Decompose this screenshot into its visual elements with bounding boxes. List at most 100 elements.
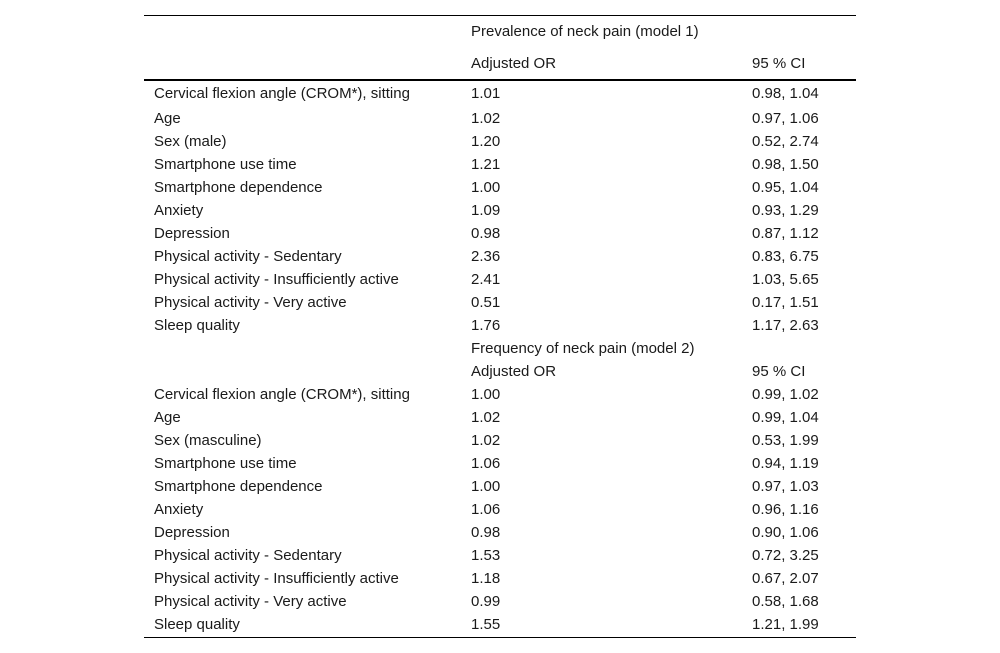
- column-header-adjusted-or: Adjusted OR: [461, 48, 742, 81]
- table-row: Sleep quality 1.76 1.17, 2.63: [144, 314, 856, 337]
- ci-value: 0.72, 3.25: [752, 547, 819, 564]
- variable-label: Sleep quality: [144, 613, 461, 638]
- ci-value: 0.87, 1.12: [752, 225, 819, 242]
- table-row: Age 1.02 0.99, 1.04: [144, 406, 856, 429]
- variable-label: Physical activity - Very active: [154, 294, 347, 311]
- ci-value: 0.83, 6.75: [752, 248, 819, 265]
- adjusted-or-value: 1.09: [471, 202, 501, 219]
- table-row: Physical activity - Very active 0.99 0.5…: [144, 590, 856, 613]
- variable-label: Anxiety: [154, 501, 204, 518]
- table-row: Physical activity - Insufficiently activ…: [144, 567, 856, 590]
- variable-label: Physical activity - Sedentary: [154, 547, 342, 564]
- variable-label: Smartphone dependence: [154, 179, 323, 196]
- table-row: Physical activity - Very active 0.51 0.1…: [144, 291, 856, 314]
- adjusted-or-value: 2.36: [471, 248, 501, 265]
- table-row: Smartphone dependence 1.00 0.95, 1.04: [144, 176, 856, 199]
- variable-label: Physical activity - Sedentary: [154, 248, 342, 265]
- ci-value: 0.58, 1.68: [752, 593, 819, 610]
- table-row: Smartphone use time 1.21 0.98, 1.50: [144, 153, 856, 176]
- ci-value: 0.99, 1.04: [752, 409, 819, 426]
- adjusted-or-value: 1.00: [471, 179, 501, 196]
- empty-cell: [144, 337, 461, 360]
- adjusted-or-value: 1.06: [471, 455, 501, 472]
- table-body: Prevalence of neck pain (model 1) Adjust…: [144, 15, 856, 638]
- variable-label: Physical activity - Insufficiently activ…: [154, 271, 399, 288]
- ci-value: 0.96, 1.16: [752, 501, 819, 518]
- table-row: Sex (masculine) 1.02 0.53, 1.99: [144, 429, 856, 452]
- regression-table: Prevalence of neck pain (model 1) Adjust…: [144, 15, 856, 638]
- variable-label: Age: [154, 110, 181, 127]
- variable-label: Depression: [154, 225, 230, 242]
- variable-label: Cervical flexion angle (CROM*), sitting: [154, 386, 410, 403]
- adjusted-or-value: 1.00: [471, 386, 501, 403]
- ci-value: 0.97, 1.03: [752, 478, 819, 495]
- column-header-adjusted-or: Adjusted OR: [471, 363, 557, 380]
- table-row: Physical activity - Sedentary 2.36 0.83,…: [144, 245, 856, 268]
- adjusted-or-value: 0.99: [471, 593, 501, 610]
- ci-value: 0.94, 1.19: [752, 455, 819, 472]
- ci-value: 0.17, 1.51: [752, 294, 819, 311]
- ci-value: 0.97, 1.06: [752, 110, 819, 127]
- ci-value: 0.93, 1.29: [752, 202, 819, 219]
- variable-label: Physical activity - Insufficiently activ…: [154, 570, 399, 587]
- adjusted-or-value: 1.02: [471, 110, 501, 127]
- adjusted-or-value: 1.20: [471, 133, 501, 150]
- ci-value: 0.95, 1.04: [752, 179, 819, 196]
- adjusted-or-value: 1.02: [471, 432, 501, 449]
- variable-label: Anxiety: [154, 202, 204, 219]
- table-row: Depression 0.98 0.90, 1.06: [144, 521, 856, 544]
- ci-value: 0.99, 1.02: [752, 386, 819, 403]
- regression-table-container: Prevalence of neck pain (model 1) Adjust…: [144, 15, 856, 638]
- adjusted-or-value: 1.02: [471, 409, 501, 426]
- ci-value: 1.21, 1.99: [742, 613, 856, 638]
- column-header-ci: 95 % CI: [742, 48, 856, 81]
- adjusted-or-value: 0.98: [471, 225, 501, 242]
- variable-label: Smartphone use time: [154, 156, 297, 173]
- ci-value: 1.17, 2.63: [752, 317, 819, 334]
- ci-value: 0.52, 2.74: [752, 133, 819, 150]
- adjusted-or-value: 2.41: [471, 271, 501, 288]
- adjusted-or-value: 1.06: [471, 501, 501, 518]
- table-row: Smartphone use time 1.06 0.94, 1.19: [144, 452, 856, 475]
- column-header-ci: 95 % CI: [752, 363, 806, 380]
- ci-value: 1.03, 5.65: [752, 271, 819, 288]
- ci-value: 0.67, 2.07: [752, 570, 819, 587]
- variable-label: Physical activity - Very active: [154, 593, 347, 610]
- variable-label: Depression: [154, 524, 230, 541]
- variable-label: Sex (male): [154, 133, 227, 150]
- table-row: Sleep quality 1.55 1.21, 1.99: [144, 613, 856, 638]
- empty-cell: [144, 48, 461, 81]
- table-row: Physical activity - Sedentary 1.53 0.72,…: [144, 544, 856, 567]
- table-row: Age 1.02 0.97, 1.06: [144, 107, 856, 130]
- adjusted-or-value: 0.51: [471, 294, 501, 311]
- table-row: Anxiety 1.09 0.93, 1.29: [144, 199, 856, 222]
- adjusted-or-value: 1.18: [471, 570, 501, 587]
- model-2-column-header-row: Adjusted OR 95 % CI: [144, 360, 856, 383]
- table-row: Anxiety 1.06 0.96, 1.16: [144, 498, 856, 521]
- adjusted-or-value: 1.76: [471, 317, 501, 334]
- variable-label: Sleep quality: [154, 317, 240, 334]
- ci-value: 0.98, 1.50: [752, 156, 819, 173]
- adjusted-or-value: 1.55: [461, 613, 742, 638]
- adjusted-or-value: 1.00: [471, 478, 501, 495]
- model-1-title-row: Prevalence of neck pain (model 1): [144, 15, 856, 48]
- variable-label: Sex (masculine): [154, 432, 262, 449]
- table-row: Smartphone dependence 1.00 0.97, 1.03: [144, 475, 856, 498]
- table-row: Depression 0.98 0.87, 1.12: [144, 222, 856, 245]
- ci-value: 0.53, 1.99: [752, 432, 819, 449]
- ci-value: 0.90, 1.06: [752, 524, 819, 541]
- model-1-column-header-row: Adjusted OR 95 % CI: [144, 48, 856, 81]
- variable-label: Age: [154, 409, 181, 426]
- variable-label: Smartphone use time: [154, 455, 297, 472]
- model-title: Prevalence of neck pain (model 1): [461, 15, 856, 48]
- table-row: Physical activity - Insufficiently activ…: [144, 268, 856, 291]
- ci-value: 0.98, 1.04: [752, 85, 819, 102]
- table-row: Cervical flexion angle (CROM*), sitting …: [144, 80, 856, 107]
- model-2-title-row: Frequency of neck pain (model 2): [144, 337, 856, 360]
- adjusted-or-value: 0.98: [471, 524, 501, 541]
- adjusted-or-value: 1.21: [471, 156, 501, 173]
- model-title: Frequency of neck pain (model 2): [471, 340, 695, 357]
- adjusted-or-value: 1.01: [471, 85, 501, 102]
- variable-label: Cervical flexion angle (CROM*), sitting: [154, 85, 410, 102]
- table-row: Cervical flexion angle (CROM*), sitting …: [144, 383, 856, 406]
